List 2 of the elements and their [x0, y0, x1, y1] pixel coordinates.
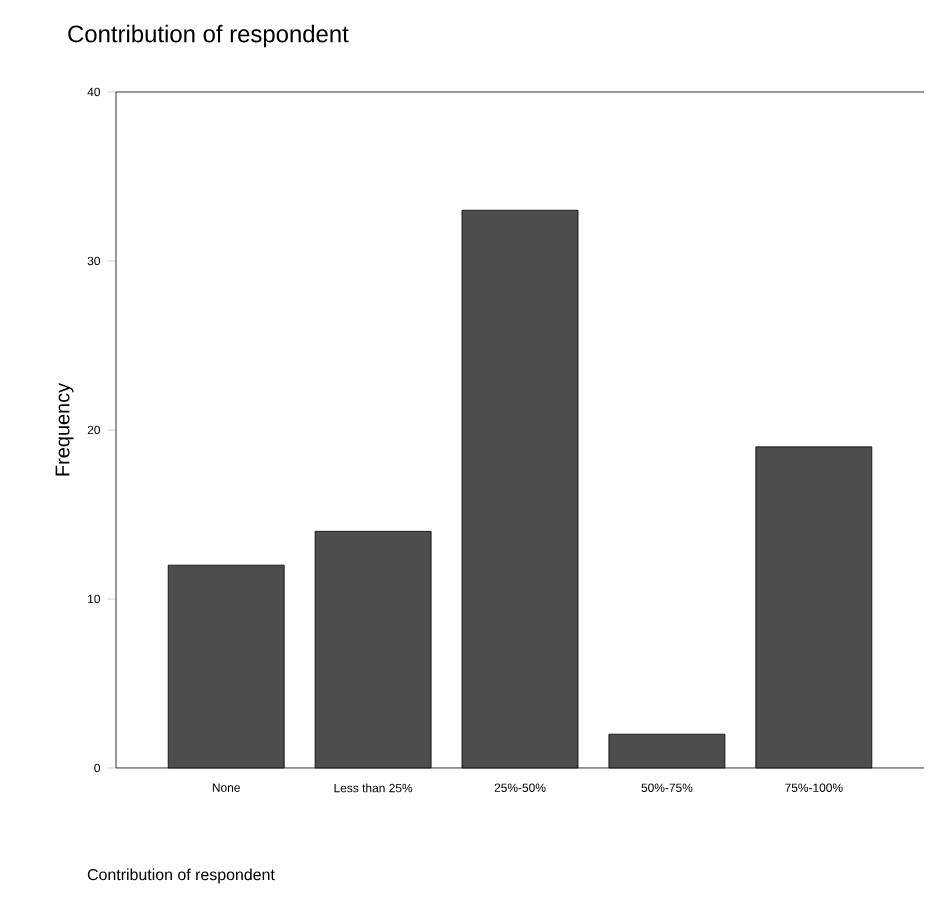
y-axis-title: Frequency	[55, 382, 74, 476]
chart-title: Contribution of respondent	[68, 24, 349, 48]
